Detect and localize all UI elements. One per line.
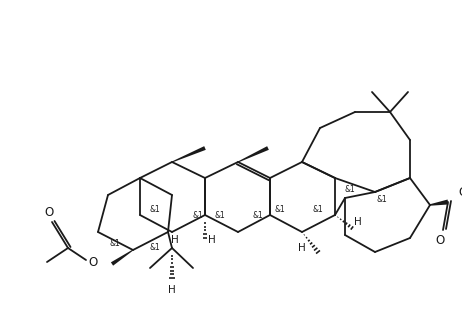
Text: H: H [168,285,176,295]
Text: &1: &1 [253,210,263,219]
Text: O: O [435,233,444,246]
Text: &1: &1 [215,210,225,219]
Text: &1: &1 [193,210,203,219]
Text: &1: &1 [109,238,121,247]
Polygon shape [172,146,206,162]
Text: &1: &1 [345,186,355,195]
Text: H: H [298,243,306,253]
Text: &1: &1 [313,206,323,214]
Text: O: O [88,257,97,270]
Text: O: O [44,207,54,219]
Polygon shape [430,200,449,206]
Text: &1: &1 [377,196,387,205]
Text: H: H [208,235,216,245]
Text: &1: &1 [150,206,160,214]
Text: H: H [354,217,362,227]
Text: H: H [171,235,179,245]
Polygon shape [238,146,269,162]
Text: &1: &1 [150,243,160,253]
Text: &1: &1 [274,206,286,214]
Polygon shape [111,250,133,266]
Text: Cl: Cl [458,186,462,199]
